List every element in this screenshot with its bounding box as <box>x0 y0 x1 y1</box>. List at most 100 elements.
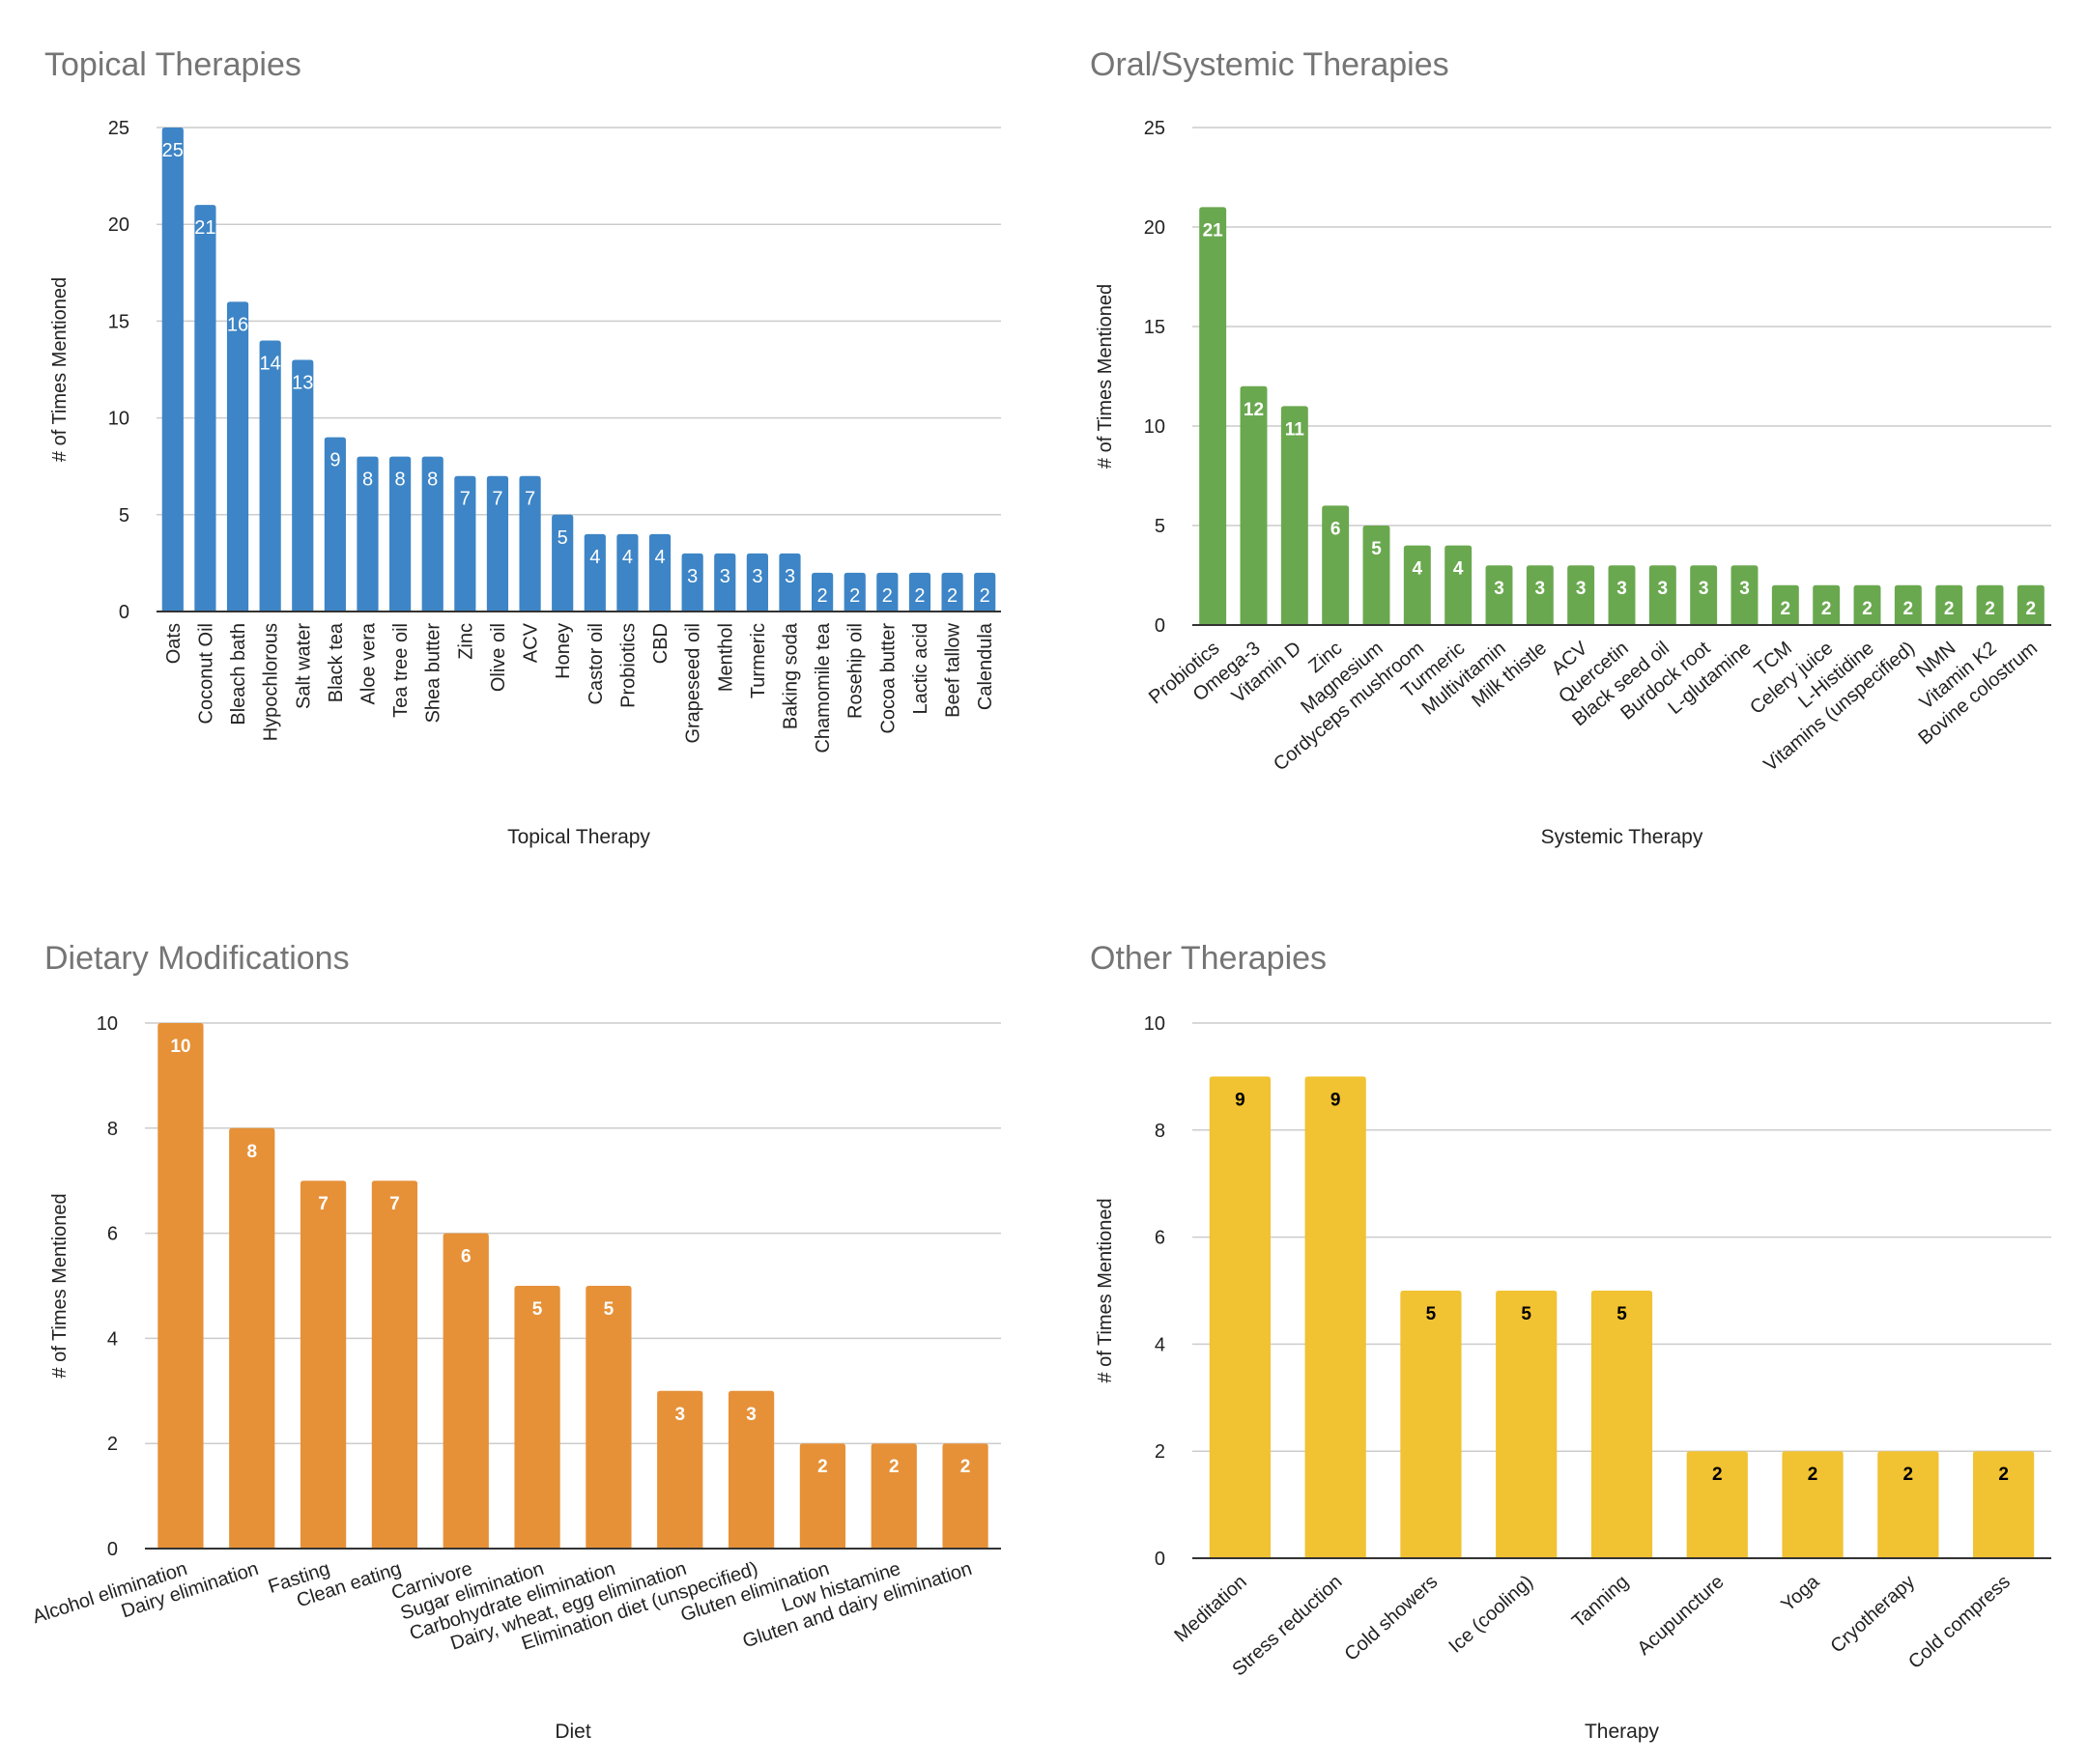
bar <box>1853 584 1881 625</box>
bar <box>616 533 639 612</box>
bar <box>259 340 281 612</box>
data-label: 2 <box>1998 1465 2009 1485</box>
data-label: 7 <box>460 489 471 510</box>
bar <box>1976 584 2004 625</box>
chart-topical-therapies: Topical Therapies 0 5 10 15 20 25 25 Oats 21 Coco… <box>0 0 1044 882</box>
data-label: 16 <box>227 314 248 335</box>
x-tick-label: Cocoa butter <box>877 623 899 734</box>
bar <box>1362 526 1390 625</box>
x-tick-label: Cold showers <box>1341 1571 1443 1664</box>
x-tick-label: Tanning <box>1568 1571 1633 1632</box>
bar <box>1280 406 1308 625</box>
data-label: 2 <box>1903 1465 1914 1485</box>
x-tick-label: Oats <box>163 623 185 664</box>
bar <box>1935 584 1963 625</box>
x-tick-label: Lactic acid <box>910 623 931 715</box>
y-tick-label: 0 <box>1155 615 1165 637</box>
bar <box>584 533 606 612</box>
x-tick-label: Salt water <box>293 623 314 709</box>
bar <box>1771 584 1799 625</box>
data-label: 2 <box>1821 599 1832 619</box>
data-label: 2 <box>947 585 958 607</box>
y-tick-label: 8 <box>1155 1121 1165 1142</box>
data-label: 8 <box>362 469 373 491</box>
data-label: 6 <box>1330 519 1341 539</box>
bar <box>226 301 249 612</box>
data-label: 2 <box>849 585 860 607</box>
y-tick-label: 6 <box>107 1224 118 1245</box>
data-label: 3 <box>1494 579 1504 599</box>
data-label: 2 <box>960 1457 971 1477</box>
data-label: 2 <box>817 585 828 607</box>
x-tick-label: Bleach bath <box>228 623 249 726</box>
x-tick-label: Cold compress <box>1904 1571 2015 1673</box>
x-tick-label: CBD <box>650 623 672 664</box>
x-tick-label: Meditation <box>1170 1571 1250 1646</box>
chart-oral-systemic-therapies: Oral/Systemic Therapies 0 5 10 15 20 25 21 Prob… <box>1045 0 2088 882</box>
data-label: 2 <box>1985 599 1995 619</box>
bar <box>1608 565 1636 625</box>
bar <box>1209 1076 1271 1558</box>
bar <box>2016 584 2045 625</box>
bar <box>1400 1291 1462 1558</box>
bar <box>514 1286 560 1549</box>
bar <box>1782 1451 1844 1558</box>
data-label: 7 <box>389 1194 400 1214</box>
bar <box>371 1181 418 1549</box>
x-tick-label: Honey <box>553 623 574 679</box>
x-tick-label: Calendula <box>975 622 996 710</box>
y-tick-label: 10 <box>1144 1013 1165 1035</box>
y-tick-label: 25 <box>108 118 129 139</box>
data-label: 7 <box>492 489 502 510</box>
data-label: 5 <box>1371 539 1382 559</box>
data-label: 14 <box>260 353 281 374</box>
bar <box>1526 565 1554 625</box>
bar <box>161 128 184 612</box>
x-tick-label: Ice (cooling) <box>1444 1571 1537 1657</box>
data-label: 3 <box>1658 579 1669 599</box>
x-tick-label: Tea tree oil <box>390 623 412 718</box>
y-tick-label: 4 <box>1155 1334 1165 1355</box>
data-label: 4 <box>589 547 600 568</box>
data-label: 3 <box>752 566 762 587</box>
y-axis-title: # of Times Mentioned <box>1095 1198 1116 1382</box>
data-label: 2 <box>980 585 990 607</box>
data-label: 10 <box>170 1037 190 1057</box>
bar <box>746 553 768 612</box>
data-label: 2 <box>1712 1465 1723 1485</box>
data-label: 21 <box>194 217 215 239</box>
data-label: 7 <box>525 489 535 510</box>
bar <box>1304 1076 1366 1558</box>
x-tick-label: Probiotics <box>617 623 639 708</box>
bar <box>1240 385 1268 625</box>
bar <box>519 475 541 612</box>
x-axis-title: Therapy <box>1585 1721 1660 1743</box>
data-label: 2 <box>914 585 925 607</box>
x-axis-title: Diet <box>555 1721 591 1743</box>
bar <box>421 456 443 612</box>
y-tick-label: 0 <box>107 1539 118 1560</box>
bar <box>1813 584 1841 625</box>
data-label: 3 <box>1576 579 1587 599</box>
data-label: 4 <box>1413 559 1423 580</box>
data-label: 3 <box>1739 579 1750 599</box>
data-label: 3 <box>1535 579 1546 599</box>
data-label: 2 <box>2026 599 2037 619</box>
y-axis-title: # of Times Mentioned <box>1095 284 1116 469</box>
data-label: 3 <box>1699 579 1709 599</box>
bar <box>1590 1291 1653 1558</box>
chart-title: Topical Therapies <box>44 46 301 83</box>
data-label: 2 <box>1944 599 1955 619</box>
data-label: 11 <box>1285 419 1305 440</box>
data-label: 2 <box>817 1457 828 1477</box>
data-label: 9 <box>1235 1090 1245 1110</box>
chart-title: Other Therapies <box>1090 940 1328 977</box>
bar <box>357 456 379 612</box>
bar <box>1973 1451 2035 1558</box>
data-label: 5 <box>558 527 568 549</box>
x-tick-label: Coconut Oil <box>195 623 216 725</box>
data-label: 5 <box>1616 1304 1627 1324</box>
bar <box>454 475 476 612</box>
